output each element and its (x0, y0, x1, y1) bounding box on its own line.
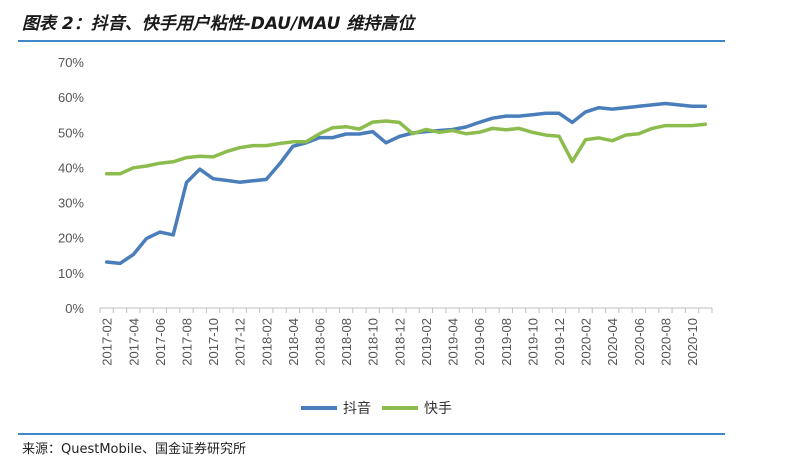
source-divider (18, 433, 725, 435)
y-tick-label: 50% (58, 125, 84, 140)
legend-label: 快手 (424, 401, 452, 417)
x-tick-label: 2017-04 (126, 318, 141, 366)
x-tick-label: 2018-10 (366, 318, 381, 366)
figure-title: 图表 2：抖音、快手用户粘性-DAU/MAU 维持高位 (22, 14, 415, 34)
x-tick-label: 2017-02 (100, 318, 115, 366)
series-line-kuaishou (104, 119, 708, 176)
x-tick-label: 2017-12 (233, 318, 248, 366)
chart-legend: 抖音 快手 (301, 400, 452, 417)
x-tick-label: 2018-08 (339, 318, 354, 366)
x-tick-label: 2017-06 (153, 318, 168, 366)
x-tick-label: 2019-06 (472, 318, 487, 366)
title-underline (18, 40, 725, 42)
series-line-douyin (104, 101, 708, 266)
y-tick-label: 0% (65, 301, 84, 316)
x-tick-label: 2017-08 (179, 318, 194, 366)
x-tick-label: 2020-08 (658, 318, 673, 366)
x-tick-label: 2020-02 (579, 318, 594, 366)
x-tick-label: 2020-10 (685, 318, 700, 366)
x-tick-label: 2017-10 (206, 318, 221, 366)
y-tick-label: 10% (58, 266, 84, 281)
chart-axes: 0% 10% 20% 30% 40% 50% 60% 70% 2017-02 2017-04 201… (58, 55, 713, 366)
x-tick-label: 2018-02 (259, 318, 274, 366)
legend-label: 抖音 (343, 400, 371, 417)
chart-series (104, 101, 708, 266)
x-tick-label: 2019-08 (499, 318, 514, 366)
x-tick-label: 2019-02 (419, 318, 434, 366)
x-tick-label: 2018-04 (286, 318, 301, 366)
x-tick-label: 2018-12 (392, 318, 407, 366)
y-tick-label: 40% (58, 160, 84, 175)
y-tick-label: 60% (58, 90, 84, 105)
y-tick-label: 70% (58, 55, 84, 70)
x-tick-label: 2019-10 (525, 318, 540, 366)
y-tick-label: 20% (58, 231, 84, 246)
x-tick-label: 2019-12 (552, 318, 567, 366)
source-note: 来源：QuestMobile、国金证券研究所 (22, 442, 246, 457)
x-tick-label: 2020-06 (632, 318, 647, 366)
x-tick-label: 2018-06 (313, 318, 328, 366)
y-tick-label: 30% (58, 196, 84, 211)
x-tick-label: 2019-04 (446, 318, 461, 366)
x-tick-label: 2020-04 (605, 318, 620, 366)
